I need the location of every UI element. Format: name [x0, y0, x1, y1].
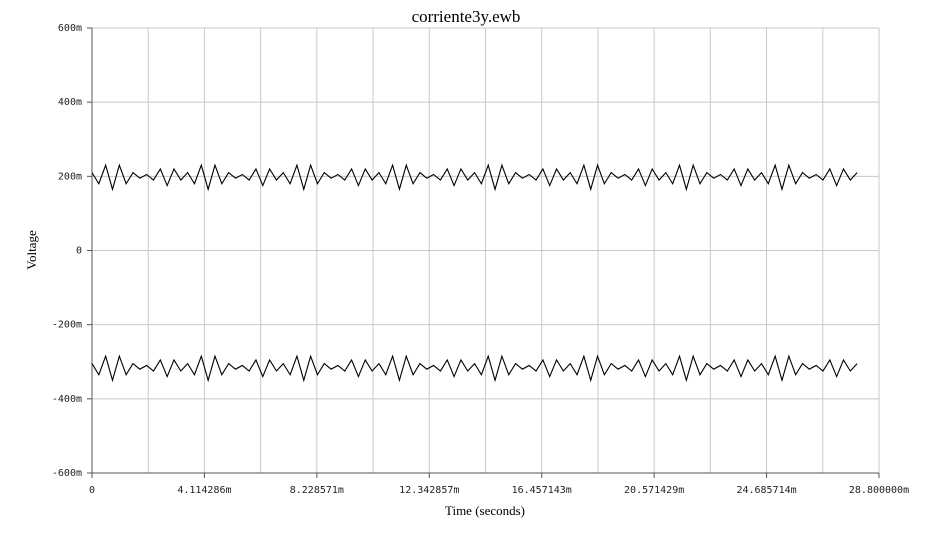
y-tick-label: 0 — [76, 246, 82, 257]
x-tick-label: 0 — [89, 485, 95, 496]
x-tick-label: 20.571429m — [624, 485, 684, 496]
y-tick-label: 400m — [58, 97, 82, 108]
x-tick-label: 4.114286m — [177, 485, 231, 496]
y-tick-label: 600m — [58, 23, 82, 34]
y-tick-label: -200m — [52, 320, 82, 331]
y-axis-label: Voltage — [24, 230, 39, 270]
x-tick-label: 12.342857m — [399, 485, 459, 496]
y-tick-label: -400m — [52, 394, 82, 405]
line — [91, 354, 858, 383]
y-tick-label: 200m — [58, 171, 82, 182]
x-axis-label: Time (seconds) — [445, 503, 525, 518]
line — [91, 163, 858, 192]
x-tick-label: 28.800000m — [849, 485, 909, 496]
x-tick-label: 24.685714m — [736, 485, 796, 496]
x-tick-label: 8.228571m — [290, 485, 344, 496]
x-tick-label: 16.457143m — [512, 485, 572, 496]
y-tick-label: -600m — [52, 468, 82, 479]
chart-title: corriente3y.ewb — [412, 7, 521, 26]
